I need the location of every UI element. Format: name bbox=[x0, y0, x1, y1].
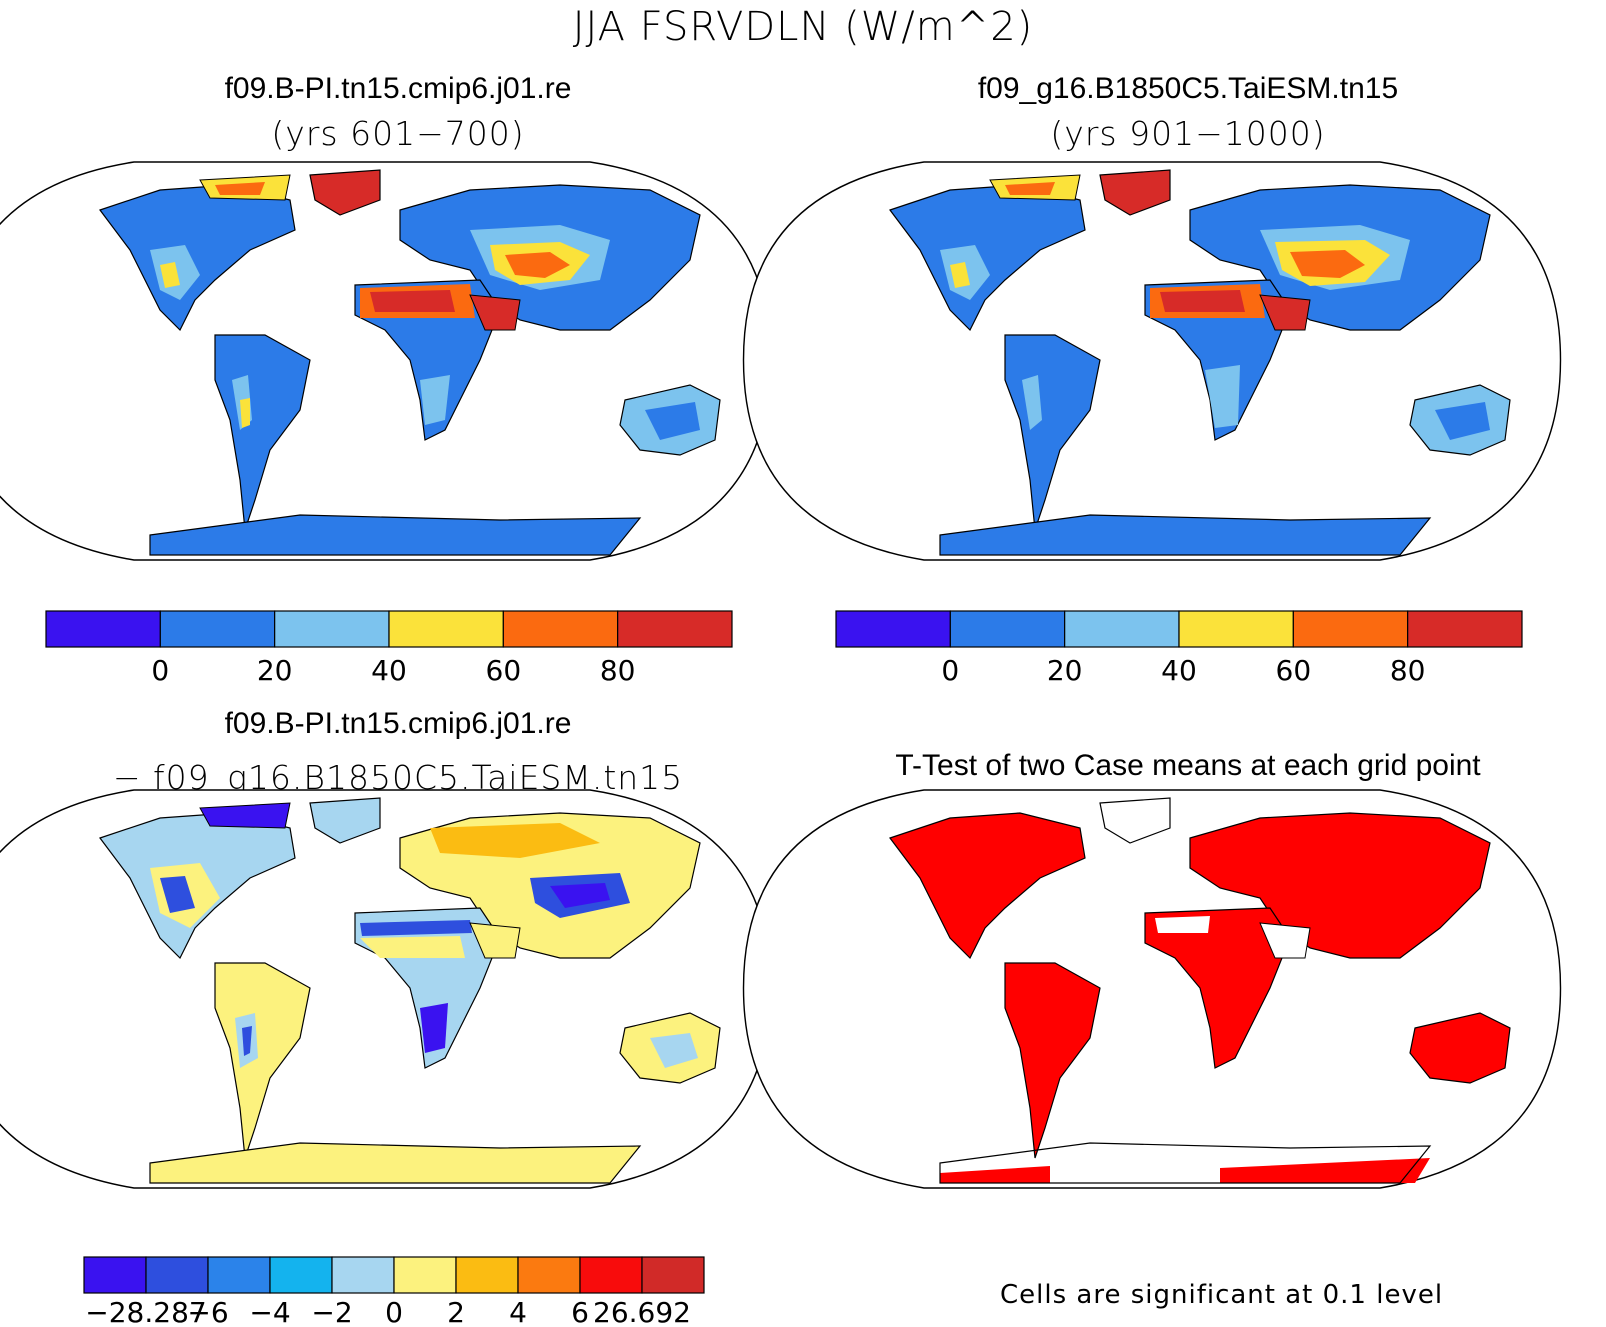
panel-1-colorbar-box bbox=[502, 610, 619, 648]
panel-3-colorbar-box bbox=[207, 1256, 271, 1294]
panel-1-colorbar-label: 0 bbox=[151, 654, 169, 687]
panel-1-colorbar-box bbox=[617, 610, 733, 648]
panel-3-map bbox=[0, 789, 772, 1189]
panel-1-colorbar-label: 40 bbox=[371, 654, 407, 687]
figure-title: JJA FSRVDLN (W/m^2) bbox=[572, 4, 1034, 50]
panel-3-colorbar-box bbox=[517, 1256, 581, 1294]
panel-2-colorbar-box bbox=[1064, 610, 1180, 648]
panel-3-colorbar-box bbox=[331, 1256, 395, 1294]
panel-2-colorbar-box bbox=[1407, 610, 1523, 648]
panel-2-colorbar-box bbox=[949, 610, 1066, 648]
panel-2-colorbar-box bbox=[1178, 610, 1294, 648]
panel-1-colorbar-box bbox=[388, 610, 504, 648]
panel-3-colorbar-label: 2 bbox=[447, 1296, 465, 1327]
panel-3-colorbar-box bbox=[83, 1256, 147, 1294]
panel-4-map bbox=[742, 789, 1562, 1189]
panel-1-colorbar-label: 80 bbox=[600, 654, 636, 687]
panel-1-subtitle: (yrs 601−700) bbox=[271, 114, 525, 153]
panel-3-colorbar-label: −4 bbox=[249, 1296, 290, 1327]
panel-1-colorbar: 0 20 40 60 80 bbox=[45, 610, 733, 687]
panel-3-colorbar-label: 4 bbox=[509, 1296, 527, 1327]
panel-1-colorbar-box bbox=[274, 610, 390, 648]
panel-3-colorbar-label: −2 bbox=[311, 1296, 352, 1327]
panel-2-colorbar-label: 20 bbox=[1047, 654, 1083, 687]
panel-3-colorbar-box bbox=[269, 1256, 333, 1294]
panel-1-map bbox=[0, 161, 772, 561]
panel-3-colorbar-box bbox=[641, 1256, 705, 1294]
panel-2-colorbar-label: 0 bbox=[941, 654, 959, 687]
panel-1-continents bbox=[99, 169, 721, 556]
panel-2-colorbar: 0 20 40 60 80 bbox=[835, 610, 1523, 687]
panel-2-subtitle: (yrs 901−1000) bbox=[1050, 114, 1326, 153]
panel-3-colorbar-box bbox=[579, 1256, 643, 1294]
panel-3-colorbar-box bbox=[455, 1256, 519, 1294]
panel-4-significance bbox=[889, 797, 1511, 1184]
panel-2-colorbar-label: 60 bbox=[1276, 654, 1312, 687]
panel-3-title: f09.B-PI.tn15.cmip6.j01.re bbox=[224, 707, 572, 740]
panel-1-colorbar-label: 20 bbox=[257, 654, 293, 687]
panel-2-continents bbox=[889, 169, 1511, 556]
panel-3-colorbar-label: −6 bbox=[187, 1296, 228, 1327]
panel-2-title: f09_g16.B1850C5.TaiESM.tn15 bbox=[977, 72, 1399, 105]
panel-3-colorbar: −28.287−6 −4 −2 0 2 4 6 26.692 bbox=[83, 1256, 705, 1327]
panel-1-colorbar-box bbox=[159, 610, 276, 648]
panel-3-colorbar-label: 0 bbox=[385, 1296, 403, 1327]
panel-2-colorbar-box bbox=[835, 610, 951, 648]
panel-3-colorbar-label: −28.287 bbox=[85, 1296, 206, 1327]
panel-1-colorbar-box bbox=[45, 610, 161, 648]
panel-2-colorbar-label: 40 bbox=[1161, 654, 1197, 687]
panel-1-title: f09.B-PI.tn15.cmip6.j01.re bbox=[224, 72, 572, 105]
significance-note: Cells are significant at 0.1 level bbox=[1000, 1280, 1444, 1310]
panel-2-colorbar-box bbox=[1292, 610, 1409, 648]
panel-3-colorbar-label: 26.692 bbox=[593, 1296, 691, 1327]
panel-3-colorbar-box bbox=[393, 1256, 457, 1294]
panel-3-colorbar-label: 6 bbox=[571, 1296, 589, 1327]
panel-2-map bbox=[742, 161, 1562, 561]
panel-3-colorbar-box bbox=[145, 1256, 209, 1294]
panel-1-colorbar-label: 60 bbox=[486, 654, 522, 687]
panel-4-title: T-Test of two Case means at each grid po… bbox=[895, 749, 1481, 782]
panel-2-colorbar-label: 80 bbox=[1390, 654, 1426, 687]
panel-3-continents bbox=[99, 797, 721, 1184]
